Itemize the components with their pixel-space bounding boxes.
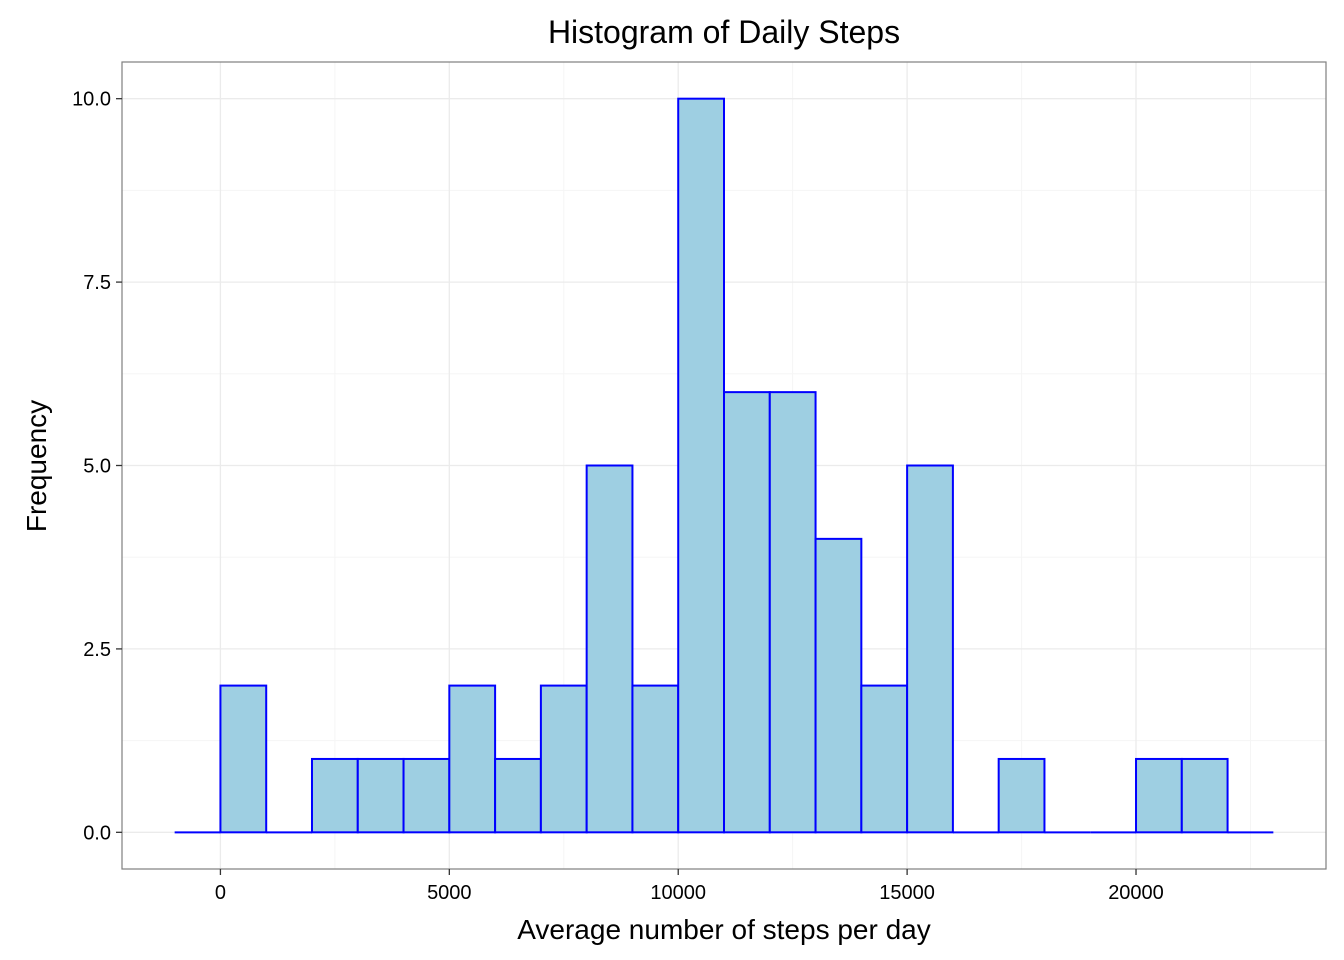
histogram-bar <box>310 757 359 834</box>
histogram-bar <box>814 537 863 834</box>
y-axis-tick-label: 0.0 <box>83 822 111 844</box>
histogram-bar <box>723 391 771 834</box>
histogram-bar <box>631 684 680 834</box>
axes: 0 5000 10000 15000 20000 0.0 2.5 5.0 7.5 10.0 <box>72 89 1164 904</box>
histogram-bar <box>1135 757 1183 834</box>
histogram-bar <box>402 757 451 834</box>
histogram-bar <box>585 464 634 834</box>
y-axis-tick-label: 7.5 <box>83 272 111 294</box>
x-axis-tick-label: 20000 <box>1108 882 1164 904</box>
x-axis-tick-label: 0 <box>215 882 226 904</box>
histogram-bar <box>448 684 497 834</box>
histogram-bar <box>1180 757 1229 834</box>
x-axis-tick-label: 5000 <box>427 882 472 904</box>
y-axis-tick-label: 5.0 <box>83 456 111 478</box>
histogram-bar <box>768 391 817 834</box>
histogram-bar <box>906 464 954 834</box>
histogram-bar <box>677 97 725 834</box>
histogram-bars <box>174 97 1274 834</box>
x-axis-tick-label: 15000 <box>879 882 935 904</box>
histogram-bar <box>494 757 542 834</box>
histogram-bar <box>219 684 268 834</box>
x-axis-tick-label: 10000 <box>650 882 706 904</box>
histogram-bar <box>356 757 405 834</box>
y-axis-tick-label: 2.5 <box>83 639 111 661</box>
y-axis-title: Frequency <box>21 400 52 532</box>
histogram-bar <box>860 684 909 834</box>
x-axis-title: Average number of steps per day <box>517 914 931 945</box>
chart-title: Histogram of Daily Steps <box>548 14 900 50</box>
histogram-bar <box>997 757 1046 834</box>
histogram-bar <box>539 684 588 834</box>
y-axis-tick-label: 10.0 <box>72 89 111 111</box>
